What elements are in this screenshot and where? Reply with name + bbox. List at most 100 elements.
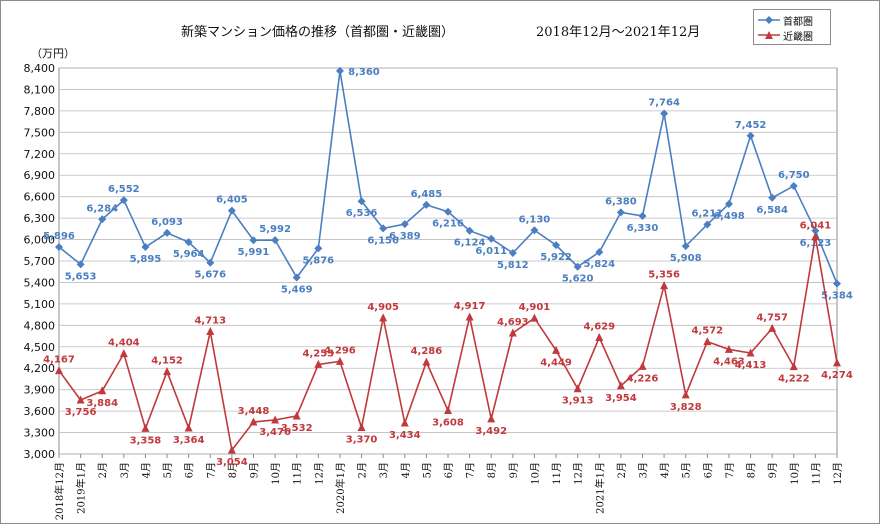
data-label-shutoken: 6,124 <box>454 238 486 249</box>
data-point-shutoken <box>292 273 301 282</box>
data-label-shutoken: 6,389 <box>389 231 421 242</box>
data-label-shutoken: 5,384 <box>821 291 853 302</box>
data-label-shutoken: 6,750 <box>778 170 810 181</box>
x-tick-label: 12月 <box>313 462 325 485</box>
data-point-kinki <box>249 417 258 426</box>
data-label-kinki: 3,054 <box>216 457 248 468</box>
data-point-shutoken <box>552 241 561 250</box>
data-label-kinki: 4,226 <box>627 373 659 384</box>
data-point-shutoken <box>335 66 344 75</box>
x-tick-label: 2021年1月 <box>593 462 606 514</box>
data-point-kinki <box>184 423 193 432</box>
data-point-shutoken <box>530 226 539 235</box>
data-point-shutoken <box>98 215 107 224</box>
y-tick-label: 3,900 <box>24 384 56 397</box>
data-label-kinki: 4,296 <box>324 345 356 356</box>
data-point-shutoken <box>724 199 733 208</box>
data-label-shutoken: 8,360 <box>348 67 380 78</box>
x-tick-label: 12月 <box>573 462 585 485</box>
data-point-kinki <box>292 411 301 420</box>
data-point-kinki <box>746 348 755 357</box>
x-tick-label: 10月 <box>789 462 801 485</box>
data-point-kinki <box>487 414 496 423</box>
x-tick-label: 7月 <box>724 462 736 478</box>
data-label-kinki: 4,167 <box>43 355 75 366</box>
data-label-kinki: 5,356 <box>648 270 680 281</box>
data-label-kinki: 4,222 <box>778 374 810 385</box>
data-point-shutoken <box>833 279 841 288</box>
data-label-shutoken: 5,964 <box>173 249 205 260</box>
x-tick-label: 5月 <box>421 462 433 478</box>
y-tick-label: 8,100 <box>24 83 56 96</box>
data-point-kinki <box>119 349 128 358</box>
data-label-shutoken: 7,764 <box>648 97 680 108</box>
chart-period: 2018年12月～2021年12月 <box>536 25 701 40</box>
data-point-shutoken <box>379 224 388 233</box>
data-point-kinki <box>163 367 172 376</box>
data-label-kinki: 3,884 <box>86 398 118 409</box>
y-tick-label: 4,200 <box>24 362 56 375</box>
x-tick-label: 8月 <box>227 462 239 478</box>
data-point-kinki <box>595 333 604 342</box>
x-tick-label: 3月 <box>638 462 650 478</box>
data-point-kinki <box>768 323 777 332</box>
data-point-kinki <box>379 313 388 322</box>
x-tick-label: 5月 <box>681 462 693 478</box>
data-point-shutoken <box>487 234 496 243</box>
data-label-shutoken: 6,380 <box>605 196 637 207</box>
data-point-kinki <box>573 384 582 393</box>
data-point-kinki <box>724 344 733 353</box>
y-tick-label: 6,000 <box>24 234 56 247</box>
data-label-shutoken: 7,452 <box>735 120 767 131</box>
data-label-shutoken: 5,812 <box>497 260 529 271</box>
data-label-kinki: 4,449 <box>540 357 572 368</box>
chart-title: 新築マンション価格の推移（首都圏・近畿圏） <box>181 25 455 40</box>
data-point-shutoken <box>789 181 798 190</box>
data-point-shutoken <box>163 228 172 237</box>
data-point-kinki <box>552 345 561 354</box>
y-tick-label: 7,200 <box>24 148 56 161</box>
data-label-kinki: 4,152 <box>151 356 183 367</box>
data-point-kinki <box>422 357 431 366</box>
data-label-shutoken: 5,992 <box>259 224 291 235</box>
data-point-shutoken <box>400 220 409 229</box>
y-tick-label: 3,600 <box>24 405 56 418</box>
data-point-kinki <box>811 232 820 241</box>
data-label-shutoken: 6,011 <box>475 246 507 257</box>
y-tick-label: 4,800 <box>24 319 56 332</box>
y-tick-label: 7,500 <box>24 126 56 139</box>
data-label-kinki: 3,532 <box>281 423 313 434</box>
x-tick-label: 3月 <box>378 462 390 478</box>
data-label-shutoken: 6,485 <box>411 189 443 200</box>
data-point-shutoken <box>444 207 452 216</box>
data-point-shutoken <box>638 211 647 220</box>
y-tick-label: 5,400 <box>24 276 56 289</box>
data-label-kinki: 4,274 <box>821 370 853 381</box>
data-label-shutoken: 6,211 <box>692 208 724 219</box>
x-tick-label: 8月 <box>486 462 498 478</box>
legend-item-kinki: 近畿圏 <box>758 28 813 43</box>
data-label-shutoken: 6,130 <box>519 214 551 225</box>
y-tick-label: 7,800 <box>24 105 56 118</box>
x-tick-label: 7月 <box>465 462 477 478</box>
data-point-kinki <box>465 312 474 321</box>
data-point-kinki <box>335 356 344 365</box>
x-tick-label: 10月 <box>529 462 541 485</box>
data-point-shutoken <box>55 242 63 251</box>
data-point-shutoken <box>703 220 712 229</box>
data-label-shutoken: 5,653 <box>65 271 97 282</box>
data-label-shutoken: 5,469 <box>281 285 313 296</box>
x-tick-label: 4月 <box>140 462 152 478</box>
data-point-shutoken <box>422 200 431 209</box>
x-tick-label: 2月 <box>97 462 109 478</box>
legend-label-kinki: 近畿圏 <box>783 31 813 43</box>
x-tick-label: 12月 <box>832 462 844 485</box>
x-tick-label: 2020年1月 <box>334 462 347 514</box>
data-label-kinki: 4,917 <box>454 301 486 312</box>
legend-marker-diamond-icon <box>758 16 780 24</box>
x-tick-label: 6月 <box>702 462 714 478</box>
data-label-shutoken: 6,584 <box>756 205 788 216</box>
data-point-kinki <box>681 390 690 399</box>
data-point-kinki <box>508 328 517 337</box>
